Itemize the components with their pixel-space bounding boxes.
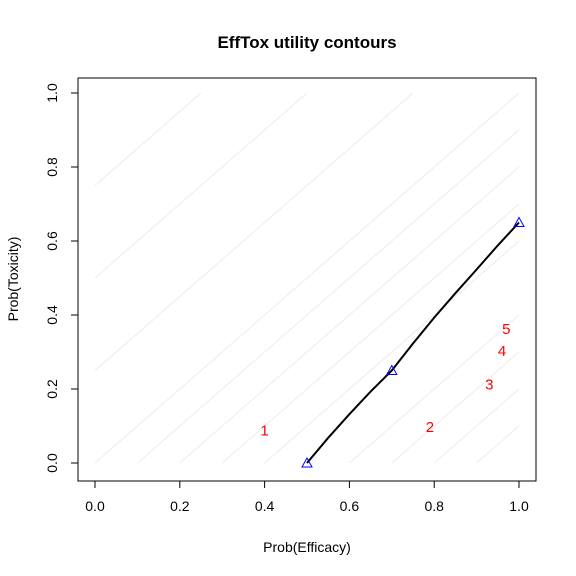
x-tick-label: 1.0 xyxy=(509,498,529,514)
background-contour-line xyxy=(94,92,308,279)
x-axis: 0.0 0.2 0.4 0.6 0.8 1.0 xyxy=(85,480,529,514)
background-contour-line xyxy=(391,351,520,464)
dose-labels: 1 2 34 5 xyxy=(260,321,510,440)
x-axis-label: Prob(Efficacy) xyxy=(263,539,351,555)
background-contour-line xyxy=(137,129,520,464)
background-contour-line xyxy=(221,203,520,464)
triangle-marker xyxy=(385,364,398,375)
y-tick-label: 0.8 xyxy=(44,157,60,177)
x-tick-label: 0.4 xyxy=(255,498,275,514)
y-axis-label: Prob(Toxicity) xyxy=(5,237,21,322)
triangle-marker xyxy=(513,216,525,227)
dose-label: 1 xyxy=(260,423,268,440)
background-contour-line xyxy=(179,166,520,464)
neutral-contour-markers xyxy=(301,216,525,468)
y-tick-label: 0.4 xyxy=(44,305,60,325)
dose-label: 2 xyxy=(426,419,434,436)
neutral-contour-line xyxy=(306,221,520,464)
dose-label: 5 xyxy=(502,321,510,338)
chart-title: EffTox utility contours xyxy=(217,33,396,52)
background-contour-line xyxy=(94,92,414,371)
y-axis: 0.0 0.2 0.4 0.6 0.8 1.0 xyxy=(44,83,79,473)
x-tick-label: 0.2 xyxy=(170,498,190,514)
x-tick-label: 0.8 xyxy=(424,498,444,514)
y-tick-label: 1.0 xyxy=(44,83,60,103)
y-tick-label: 0.2 xyxy=(44,379,60,399)
y-tick-label: 0.0 xyxy=(44,453,60,473)
background-contour-line xyxy=(264,240,520,464)
background-contours xyxy=(94,92,520,464)
background-contour-line xyxy=(94,92,202,186)
x-tick-label: 0.0 xyxy=(85,498,105,514)
y-tick-label: 0.6 xyxy=(44,231,60,251)
dose-label: 4 xyxy=(498,343,506,360)
triangle-marker xyxy=(301,456,313,468)
x-tick-label: 0.6 xyxy=(340,498,360,514)
dose-label: 3 xyxy=(485,376,493,393)
background-contour-line xyxy=(433,388,520,464)
background-contour-line xyxy=(94,92,520,464)
background-contour-line xyxy=(476,425,520,464)
background-contour-line xyxy=(349,314,520,464)
